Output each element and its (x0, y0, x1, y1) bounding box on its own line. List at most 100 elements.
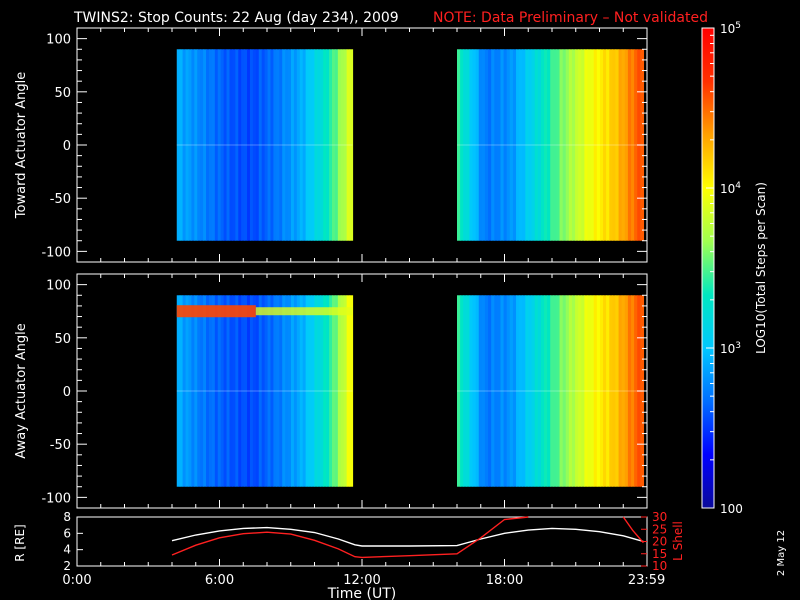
time-tick-label: 6:00 (205, 573, 234, 588)
heatmap-column (618, 295, 623, 487)
heatmap-column (571, 49, 576, 241)
r-tick-label: 8 (63, 510, 71, 524)
heatmap-column (587, 49, 592, 241)
heatmap-column (293, 295, 298, 487)
heatmap-column (346, 49, 351, 241)
heatmap-column (488, 49, 492, 241)
heatmap-column (285, 295, 289, 487)
heatmap-column (621, 49, 626, 241)
heatmap-column (296, 49, 301, 241)
heatmap-column (206, 49, 210, 241)
middle-ylabel: Away Actuator Angle (14, 323, 29, 458)
heatmap-column (494, 49, 498, 241)
heatmap-column (596, 295, 601, 487)
heatmap-column (226, 295, 231, 487)
heatmap-column (203, 49, 207, 241)
heatmap-column (317, 295, 321, 487)
heatmap-column (282, 49, 286, 241)
heatmap-column (241, 295, 245, 487)
lshell-tick-label: 20 (652, 535, 667, 549)
heatmap-column (609, 295, 613, 487)
time-tick-label: 0:00 (62, 573, 91, 588)
heatmap-column (568, 49, 573, 241)
series-line (622, 516, 644, 544)
heatmap-column (571, 295, 576, 487)
heatmap-column (596, 49, 601, 241)
heatmap-column (211, 295, 216, 487)
r-tick-label: 6 (63, 526, 71, 540)
heatmap-column (537, 49, 542, 241)
heatmap-column (519, 295, 523, 487)
heatmap-column (503, 295, 508, 487)
heatmap-column (606, 295, 610, 487)
time-tick-label: 18:00 (486, 573, 523, 588)
heatmap-column (273, 295, 277, 487)
heatmap-column (282, 295, 286, 487)
heatmap-column (568, 295, 573, 487)
heatmap-column (590, 49, 595, 241)
heatmap-column (252, 295, 257, 487)
heatmap-column (235, 295, 239, 487)
time-tick-label: 12:00 (343, 573, 380, 588)
heatmap-column (191, 295, 195, 487)
heatmap-column (296, 295, 301, 487)
heatmap-column (185, 295, 190, 487)
heatmap-column (584, 49, 589, 241)
heatmap-column (261, 295, 266, 487)
heatmap-column (302, 49, 307, 241)
heatmap-column (249, 295, 254, 487)
heatmap-column (497, 49, 502, 241)
heatmap-column (217, 295, 222, 487)
heatmap-column (176, 295, 181, 487)
heatmap-column (314, 295, 318, 487)
heatmap-column (500, 49, 505, 241)
heatmap-column (531, 295, 536, 487)
heatmap-column (288, 49, 292, 241)
heatmap-column (326, 49, 330, 241)
heatmap-column (634, 49, 638, 241)
heatmap-column (208, 295, 213, 487)
heatmap-column (232, 295, 236, 487)
heatmap-column (232, 49, 236, 241)
r-tick-label: 2 (63, 559, 71, 573)
heatmap-column (267, 295, 272, 487)
heatmap-column (457, 295, 461, 487)
heatmap-column (606, 49, 610, 241)
top-heatmap (176, 49, 645, 241)
heatmap-column (506, 295, 511, 487)
heatmap-column (624, 49, 629, 241)
y-tick-label: 0 (63, 139, 71, 154)
lshell-tick-label: 25 (652, 522, 667, 536)
heatmap-column (346, 295, 351, 487)
heatmap-column (320, 49, 324, 241)
heatmap-column (559, 49, 564, 241)
heatmap-column (299, 49, 304, 241)
heatmap-column (525, 295, 530, 487)
heatmap-column (463, 49, 467, 241)
heatmap-column (337, 49, 342, 241)
heatmap-column (506, 49, 511, 241)
heatmap-column (247, 295, 251, 487)
heatmap-column (220, 49, 225, 241)
heatmap-column (484, 49, 489, 241)
heatmap-column (349, 49, 354, 241)
middle-y-axis: 100 50 0 -50 -100 (41, 274, 648, 508)
heatmap-column (581, 49, 585, 241)
heatmap-column (612, 295, 617, 487)
y-tick-label: 50 (54, 332, 71, 347)
heatmap-column (320, 295, 324, 487)
heatmap-column (349, 295, 354, 487)
heatmap-column (182, 295, 187, 487)
heatmap-column (191, 49, 195, 241)
heatmap-column (343, 295, 348, 487)
heatmap-column (618, 49, 623, 241)
heatmap-column (311, 295, 316, 487)
heatmap-column (308, 295, 313, 487)
heatmap-column (578, 49, 582, 241)
y-tick-label: -100 (41, 245, 71, 260)
heatmap-column (302, 295, 307, 487)
heatmap-column (331, 49, 336, 241)
series-line (171, 516, 529, 559)
time-tick-label: 23:59 (628, 573, 665, 588)
